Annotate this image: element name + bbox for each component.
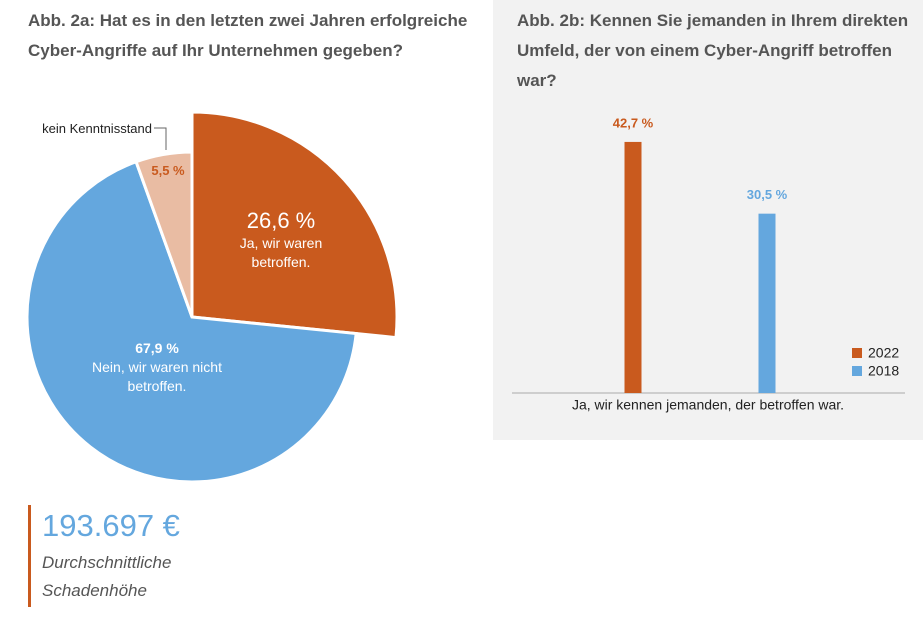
accent-bar bbox=[28, 505, 31, 607]
slice-label: Nein, wir waren nicht betroffen. bbox=[92, 359, 222, 394]
stat-caption: Durchschnittliche Schadenhöhe bbox=[42, 553, 172, 600]
bar-value-label: 42,7 % bbox=[613, 115, 654, 130]
slice-value-label: 67,9 % bbox=[135, 340, 179, 356]
x-tick-label: Ja, wir kennen jemanden, der betroffen w… bbox=[572, 397, 844, 413]
legend-label: 2022 bbox=[868, 345, 899, 361]
legend-swatch bbox=[852, 348, 862, 358]
bar-value-label: 30,5 % bbox=[747, 187, 788, 202]
slice-label: Ja, wir waren betroffen. bbox=[239, 235, 323, 270]
leader-line bbox=[154, 127, 167, 150]
pie-slice bbox=[25, 159, 358, 484]
pie-slice bbox=[134, 150, 194, 318]
slice-value-label: 5,5 % bbox=[151, 163, 185, 178]
bar bbox=[758, 213, 776, 393]
slice-label: kein Kenntnisstand bbox=[42, 121, 152, 136]
chart-title: Abb. 2a: Hat es in den letzten zwei Jahr… bbox=[28, 11, 468, 60]
slice-value-label: 26,6 % bbox=[246, 208, 316, 233]
chart-title: Abb. 2b: Kennen Sie jemanden in Ihrem di… bbox=[517, 11, 909, 90]
stat-value: 193.697 € bbox=[42, 508, 180, 543]
pie-slice bbox=[190, 110, 399, 340]
legend-swatch bbox=[852, 366, 862, 376]
legend-label: 2018 bbox=[868, 363, 899, 379]
bar bbox=[624, 141, 642, 393]
panel bbox=[493, 0, 923, 440]
